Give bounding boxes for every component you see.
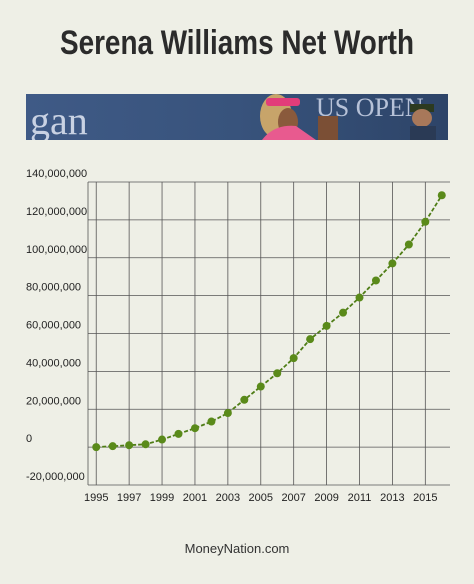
data-point (158, 435, 167, 444)
banner-photo: gan US OPEN (26, 94, 448, 140)
y-tick-label: 20,000,000 (26, 395, 81, 407)
y-tick-label: -20,000,000 (26, 471, 85, 483)
data-point (339, 308, 348, 317)
y-tick-label: 0 (26, 433, 32, 445)
data-point (273, 369, 282, 378)
footer-source: MoneyNation.com (184, 541, 290, 556)
y-tick-label: 120,000,000 (26, 206, 87, 218)
data-point (125, 441, 134, 450)
x-tick-label: 2007 (281, 492, 305, 504)
series-line (96, 194, 443, 448)
data-point (223, 409, 232, 418)
x-tick-label: 2001 (183, 492, 207, 504)
x-tick-label: 2005 (249, 492, 273, 504)
data-point (289, 354, 298, 363)
data-point (256, 382, 265, 391)
page-title: Serena Williams Net Worth (59, 24, 415, 62)
x-tick-label: 1995 (84, 492, 108, 504)
x-tick-label: 2011 (348, 492, 372, 504)
data-point (92, 443, 101, 452)
y-tick-label: 140,000,000 (26, 168, 87, 180)
data-point (437, 191, 446, 200)
data-point (355, 293, 364, 302)
data-point (108, 442, 117, 451)
data-point (190, 424, 199, 433)
data-point (207, 417, 216, 426)
banner-text-left: gan (30, 98, 88, 140)
data-point (404, 240, 413, 249)
x-tick-label: 2003 (216, 492, 240, 504)
x-tick-label: 1997 (117, 492, 141, 504)
y-tick-label: 40,000,000 (26, 357, 81, 369)
data-point (174, 429, 183, 438)
data-point (421, 217, 430, 226)
data-point (306, 335, 315, 344)
data-point (388, 259, 397, 268)
y-tick-label: 100,000,000 (26, 244, 87, 256)
y-tick-label: 80,000,000 (26, 282, 81, 294)
x-tick-label: 2015 (413, 492, 437, 504)
x-tick-label: 1999 (150, 492, 174, 504)
net-worth-line-chart: 140,000,000 120,000,000 100,000,000 80,000,… (26, 168, 450, 504)
data-point (322, 321, 331, 330)
x-tick-label: 2009 (314, 492, 338, 504)
x-tick-label: 2013 (380, 492, 404, 504)
data-point (240, 395, 249, 404)
y-tick-label: 60,000,000 (26, 320, 81, 332)
data-point (141, 440, 150, 449)
banner-illustration: gan US OPEN (26, 94, 448, 140)
data-point (371, 276, 380, 285)
